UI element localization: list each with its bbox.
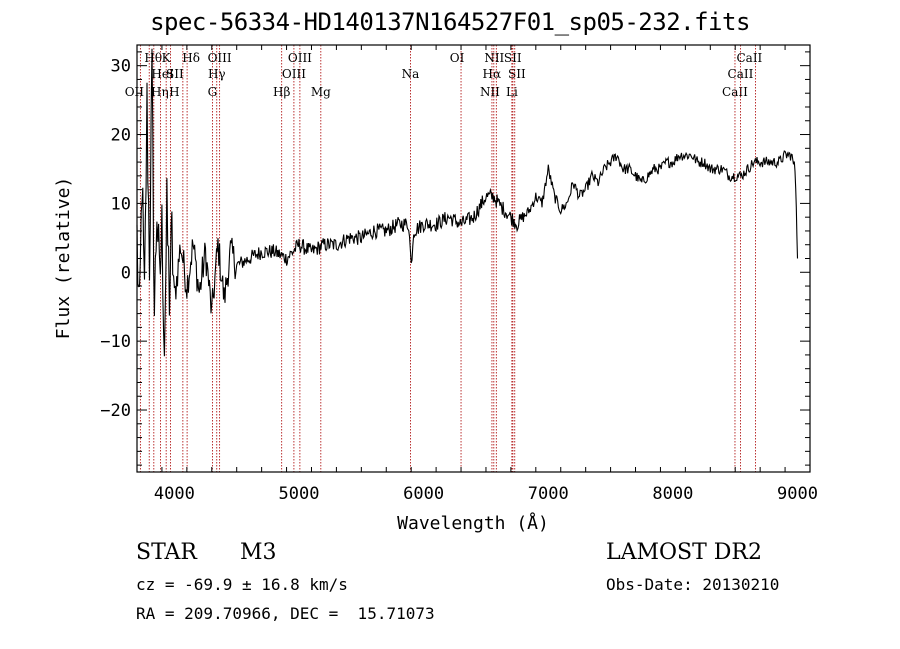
y-tick-label: −20 [100,401,131,421]
y-tick-label: 10 [111,194,131,214]
y-tick-label: 0 [121,263,131,283]
object-subclass: M3 [240,540,277,565]
line-marker-label: Hβ [273,85,290,99]
line-marker-label: CaII [728,67,754,81]
line-marker-label: SII [166,67,184,81]
line-marker-label: G [208,85,218,99]
line-marker-label: Na [402,67,420,81]
x-tick-label: 4000 [154,484,195,504]
y-axis-label: Flux (relative) [53,177,74,340]
redshift-cz: cz = -69.9 ± 16.8 km/s [136,575,348,594]
line-marker-label: Hη [151,85,169,99]
x-tick-label: 8000 [652,484,693,504]
object-class: STAR [136,540,197,565]
coordinates: RA = 209.70966, DEC = 15.71073 [136,604,435,623]
plot-frame [136,44,811,473]
y-axis: −20 −10 0 10 20 30 [100,51,810,466]
line-marker-label: Li [506,85,518,99]
x-axis: 4000 5000 6000 7000 8000 9000 [136,45,818,504]
line-marker-label: NII [480,85,500,99]
line-marker-label: OI [450,51,465,65]
line-marker-label: K [162,51,172,65]
line-marker-label: Hδ [182,51,200,65]
line-marker-label: HeI [151,67,174,81]
x-tick-label: 6000 [403,484,444,504]
line-marker-label: NII [484,51,504,65]
x-tick-label: 9000 [777,484,818,504]
line-marker-label: Hα [483,67,502,81]
y-tick-label: 20 [111,126,131,146]
line-marker-label: OIII [208,51,232,65]
y-tick-label: −10 [100,332,131,352]
line-marker-label: CaII [722,85,748,99]
line-marker-label: Hθ [144,51,162,65]
x-axis-label: Wavelength (Å) [397,512,549,534]
chart-title: spec-56334-HD140137N164527F01_sp05-232.f… [150,8,750,36]
flux-series-line [136,48,799,357]
x-tick-label: 5000 [279,484,320,504]
obs-date: Obs-Date: 20130210 [606,575,780,594]
survey-name: LAMOST DR2 [606,540,762,565]
line-marker-label: H [169,85,179,99]
line-marker-label: SII [508,67,526,81]
line-marker-label: OII [125,85,145,99]
line-marker-label: Mg [311,85,331,99]
y-tick-label: 30 [111,57,131,77]
line-marker-label: SII [504,51,522,65]
line-marker-label: OIII [288,51,312,65]
line-marker-label: OIII [282,67,306,81]
line-marker-label: CaII [736,51,762,65]
line-marker-label: Hγ [208,67,226,81]
x-tick-label: 7000 [528,484,569,504]
